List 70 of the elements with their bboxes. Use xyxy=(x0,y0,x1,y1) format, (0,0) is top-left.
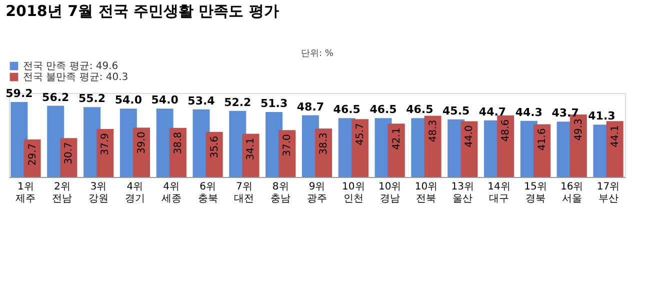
x-tick-label: 10위 인천 xyxy=(342,182,365,204)
bar xyxy=(606,121,624,177)
data-label: 30.7 xyxy=(64,142,75,164)
data-label: 44.1 xyxy=(610,125,621,148)
data-label: 46.5 xyxy=(333,103,360,116)
x-tick-label: 2위 전남 xyxy=(52,182,72,204)
bar xyxy=(133,128,150,177)
data-label: 44.7 xyxy=(478,105,506,118)
x-tick-label: 10위 전북 xyxy=(414,182,438,204)
bar xyxy=(169,128,186,177)
data-label: 54.0 xyxy=(114,94,142,107)
bar xyxy=(278,130,296,177)
data-label: 44.3 xyxy=(515,106,542,119)
data-label: 46.5 xyxy=(370,103,397,116)
data-label: 55.2 xyxy=(78,92,106,106)
x-tick-label: 17위 부산 xyxy=(596,182,620,204)
data-label: 29.7 xyxy=(27,143,38,166)
x-tick-label: 3위 강원 xyxy=(88,182,109,204)
bar xyxy=(424,116,442,177)
data-label: 56.2 xyxy=(42,90,70,104)
data-label: 52.2 xyxy=(224,96,252,109)
x-tick-label: 10위 경남 xyxy=(378,182,402,204)
data-label: 41.6 xyxy=(536,128,548,151)
data-label: 45.5 xyxy=(442,104,470,118)
data-label: 45.7 xyxy=(354,123,366,146)
data-label: 48.6 xyxy=(500,119,512,142)
bar xyxy=(96,128,114,177)
x-tick-label: 4위 세종 xyxy=(161,182,182,204)
data-label: 35.6 xyxy=(209,136,220,158)
data-label: 41.3 xyxy=(588,110,616,123)
legend-label: 전국 만족 평균: 49.6 xyxy=(23,61,118,72)
bar xyxy=(351,119,368,177)
chart-title: 2018년 7월 전국 주민생활 만족도 평가 xyxy=(6,2,279,20)
x-tick-label: 14위 대구 xyxy=(488,182,510,204)
bar xyxy=(315,128,332,177)
x-tick-label: 7위 대전 xyxy=(234,182,254,204)
x-tick-label: 13위 울산 xyxy=(451,182,474,204)
bar xyxy=(497,115,514,177)
data-label: 44.0 xyxy=(464,125,476,148)
data-label: 59.2 xyxy=(6,87,33,100)
bar xyxy=(60,138,78,177)
data-label: 37.0 xyxy=(282,134,294,156)
bar xyxy=(206,132,223,177)
data-label: 46.5 xyxy=(406,103,434,116)
bar xyxy=(460,121,478,177)
text: 단위: % xyxy=(301,49,334,59)
bar xyxy=(533,124,550,177)
x-tick-label: 15위 경북 xyxy=(524,182,547,204)
data-label: 38.3 xyxy=(318,132,330,155)
x-tick-label: 8위 충남 xyxy=(270,182,291,204)
x-tick-label: 6위 충북 xyxy=(198,182,218,204)
data-label: 48.3 xyxy=(428,120,439,142)
x-tick-label: 9위 광주 xyxy=(307,182,327,204)
data-label: 54.0 xyxy=(151,94,179,107)
x-tick-label: 4위 경기 xyxy=(124,182,145,204)
data-label: 34.1 xyxy=(246,138,257,160)
data-label: 43.7 xyxy=(552,106,579,120)
data-label: 49.3 xyxy=(573,118,584,141)
data-label: 53.4 xyxy=(188,94,216,108)
x-tick-label: 16위 서울 xyxy=(560,182,584,204)
legend-label: 전국 불만족 평균: 40.3 xyxy=(23,72,128,83)
data-label: 48.7 xyxy=(296,100,324,114)
data-label: 38.8 xyxy=(172,132,184,154)
data-label: 42.1 xyxy=(391,128,402,150)
bar xyxy=(242,134,260,177)
data-label: 37.9 xyxy=(100,132,112,156)
data-label: 39.0 xyxy=(136,132,148,154)
data-label: 51.3 xyxy=(260,97,288,110)
bar xyxy=(388,124,405,177)
x-tick-label: 1위 제주 xyxy=(16,182,36,204)
